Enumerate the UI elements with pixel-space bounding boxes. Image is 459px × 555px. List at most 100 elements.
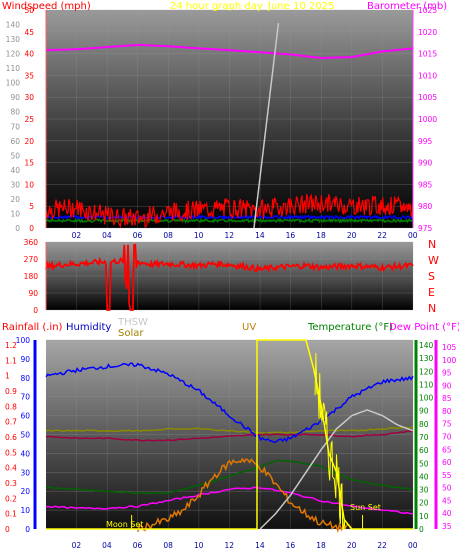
solar-line <box>45 426 414 434</box>
humidity-tick-label: 100 <box>16 336 31 345</box>
temperature-tick-label: 60 <box>419 446 429 455</box>
uv-label: UV <box>242 322 256 333</box>
barometer-tick-label: 1025 <box>418 6 437 15</box>
windspeed-kmh-tick-label: 50 <box>10 151 20 160</box>
windspeed-axis-title: Windspeed (mph) <box>2 1 91 12</box>
wind-direction-ticks: 0 90 180 270 360 <box>24 238 39 315</box>
rainfall-tick-label: 0.5 <box>5 448 17 457</box>
barometer-tick-label: 1005 <box>418 93 437 102</box>
x-tick-label: 20 <box>347 541 357 550</box>
wind-direction-line <box>45 243 414 311</box>
rainfall-tick-label: 0.8 <box>5 402 17 411</box>
barometer-tick-label: 985 <box>418 180 433 189</box>
temperature-tick-label: 130 <box>419 354 434 363</box>
windspeed-kmh-tick-label: 0 <box>15 224 20 233</box>
barometer-tick-label: 975 <box>418 224 433 233</box>
direction-tick-label: 270 <box>24 255 39 264</box>
x-tick-label: 10 <box>194 231 204 240</box>
x-tick-label: 12 <box>225 541 235 550</box>
barometer-tick-label: 1010 <box>418 71 437 80</box>
dewpoint-tick-label: 55 <box>442 471 452 480</box>
x-tick-label: 04 <box>102 541 112 550</box>
dewpoint-tick-label: 70 <box>442 433 452 442</box>
x-tick-label: 22 <box>377 541 387 550</box>
direction-tick-label: 90 <box>28 289 38 298</box>
windspeed-kmh-tick-label: 110 <box>6 64 21 73</box>
humidity-tick-label: 0 <box>25 525 30 534</box>
windspeed-kmh-tick-label: 10 <box>10 209 20 218</box>
x-tick-label: 08 <box>163 541 173 550</box>
dewpoint-tick-label: 105 <box>442 343 457 352</box>
temperature-tick-label: 30 <box>419 486 429 495</box>
compass-label: N <box>428 238 436 251</box>
rainfall-tick-label: 0 <box>5 525 10 534</box>
windspeed-kmh-tick-label: 130 <box>6 35 21 44</box>
x-tick-label: 14 <box>255 231 265 240</box>
temperature-tick-label: 20 <box>419 499 429 508</box>
solar-label: Solar <box>118 328 144 339</box>
temperature-line <box>45 459 414 495</box>
temperature-axis-title: Temperature (°F) <box>307 322 393 333</box>
windspeed-kmh-tick-label: 140 <box>6 21 21 30</box>
humidity-tick-label: 70 <box>20 393 30 402</box>
dewpoint-axis-title: Dew Point (°F) <box>389 322 459 333</box>
temperature-tick-label: 140 <box>419 341 434 350</box>
wind-low-green-line <box>45 217 414 224</box>
x-tick-label: 18 <box>316 231 326 240</box>
direction-tick-label: 0 <box>33 306 38 315</box>
dewpoint-tick-label: 50 <box>442 484 452 493</box>
temperature-tick-label: 90 <box>419 407 429 416</box>
rainfall-tick-label: 0.3 <box>5 479 17 488</box>
chart-date: June 10 2025 <box>267 1 334 12</box>
windspeed-tick-label: 0 <box>29 224 34 233</box>
x-tick-label: 10 <box>194 541 204 550</box>
x-tick-label: 00 <box>408 231 418 240</box>
windspeed-kmh-tick-label: 70 <box>10 122 20 131</box>
barometer-axis-title: Barometer (mb) <box>367 1 447 12</box>
barometer-tick-label: 990 <box>418 159 433 168</box>
barometer-tick-label: 980 <box>418 202 433 211</box>
barometer-tick-label: 1015 <box>418 50 437 59</box>
wind-baro-series <box>45 22 414 229</box>
windspeed-tick-label: 10 <box>24 180 34 189</box>
x-tick-label: 08 <box>163 231 173 240</box>
temperature-tick-label: 50 <box>419 459 429 468</box>
temperature-tick-label: 70 <box>419 433 429 442</box>
rainfall-axis-title: Rainfall (.in) <box>2 322 63 333</box>
humidity-tick-label: 30 <box>20 468 30 477</box>
x-tick-label: 00 <box>408 541 418 550</box>
combo-ticks: 010203040506070809010000.10.20.30.40.50.… <box>5 336 457 550</box>
dewpoint-line <box>45 430 414 442</box>
compass-label: W <box>428 254 439 267</box>
rainfall-tick-label: 1.1 <box>5 356 17 365</box>
humidity-tick-label: 80 <box>20 374 30 383</box>
wind-baro-ticks: 9759809859909951000100510101015102010250… <box>6 6 438 240</box>
overlay-gray-line <box>253 22 280 229</box>
windspeed-tick-label: 50 <box>24 6 34 15</box>
temperature-tick-label: 120 <box>419 367 434 376</box>
windspeed-kmh-tick-label: 80 <box>10 108 20 117</box>
windspeed-kmh-tick-label: 20 <box>10 195 20 204</box>
humidity-tick-label: 50 <box>20 431 30 440</box>
windspeed-tick-label: 30 <box>24 93 34 102</box>
dewpoint-tick-label: 45 <box>442 496 452 505</box>
rainfall-tick-label: 0.2 <box>5 494 17 503</box>
windspeed-tick-label: 25 <box>24 115 34 124</box>
x-tick-label: 16 <box>286 541 296 550</box>
x-tick-label: 20 <box>347 231 357 240</box>
rainfall-tick-label: 1 <box>5 372 10 381</box>
temperature-tick-label: 80 <box>419 420 429 429</box>
rainfall-tick-label: 0.1 <box>5 510 17 519</box>
barometer-line <box>45 43 414 60</box>
barometer-tick-label: 995 <box>418 137 433 146</box>
compass-label: S <box>428 270 435 283</box>
dewpoint-tick-label: 80 <box>442 407 452 416</box>
thsw-line <box>259 409 414 530</box>
dewpoint-tick-label: 75 <box>442 420 452 429</box>
barometer-tick-label: 1000 <box>418 115 437 124</box>
humidity-tick-label: 90 <box>20 355 30 364</box>
dewpoint-tick-label: 85 <box>442 394 452 403</box>
x-tick-label: 18 <box>316 541 326 550</box>
